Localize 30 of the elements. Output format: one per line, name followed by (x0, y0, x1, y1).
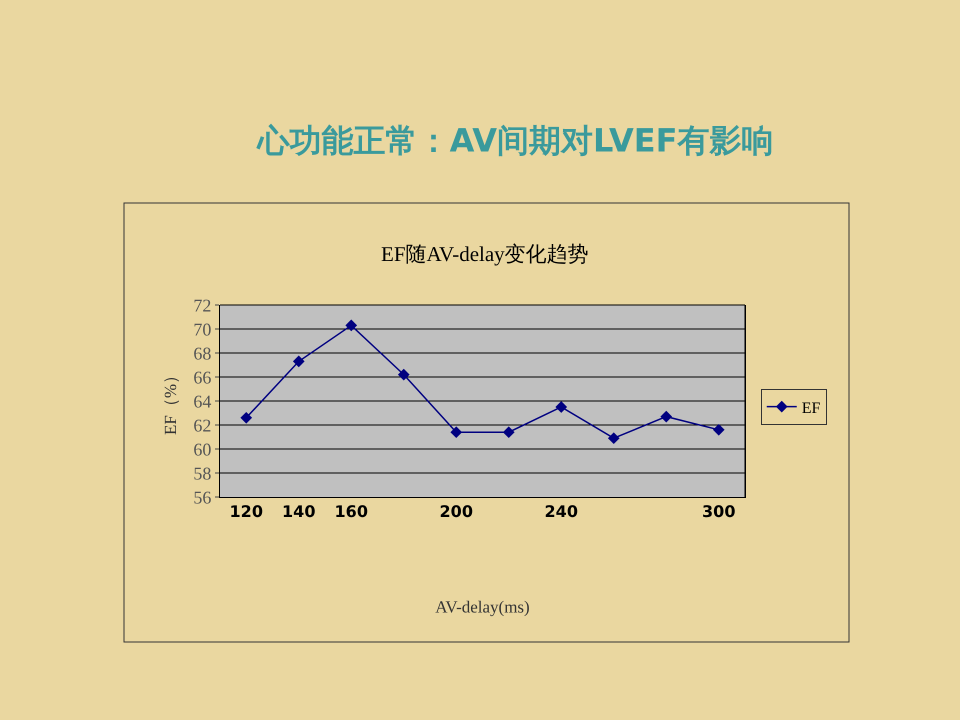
y-tick-label: 66 (193, 367, 212, 388)
y-tick-label: 72 (193, 295, 212, 316)
point (712, 424, 725, 436)
chart-title: 心功能正常：AV间期对LVEF有影响 (256, 122, 774, 160)
x-tick-label: 200 (440, 502, 473, 522)
y-tick-label: 68 (193, 343, 212, 364)
legend-label: EF (802, 400, 821, 417)
point (292, 356, 305, 368)
point (345, 320, 358, 332)
y-tick-label: 62 (193, 415, 212, 436)
x-tick-label: 300 (702, 502, 736, 522)
x-tick-label: 120 (230, 502, 263, 522)
y-tick-label: 56 (193, 487, 212, 508)
x-tick-label: 140 (282, 502, 316, 522)
y-tick-label: 58 (193, 463, 212, 484)
y-tick-label: 70 (193, 319, 212, 340)
chart-subtitle: EF随AV-delay变化趋势 (381, 242, 589, 266)
point (240, 412, 252, 424)
x-tick-label: 160 (334, 502, 368, 522)
point (660, 410, 672, 422)
y-axis-title: EF（%） (160, 367, 180, 435)
point (608, 432, 620, 444)
point (450, 426, 462, 438)
point (398, 368, 410, 380)
x-tick-label: 240 (544, 502, 578, 522)
y-tick-label: 60 (193, 439, 212, 460)
y-tick-label: 64 (193, 391, 212, 412)
point (555, 401, 568, 413)
x-axis-title: AV-delay(ms) (435, 598, 530, 617)
point (502, 426, 515, 438)
